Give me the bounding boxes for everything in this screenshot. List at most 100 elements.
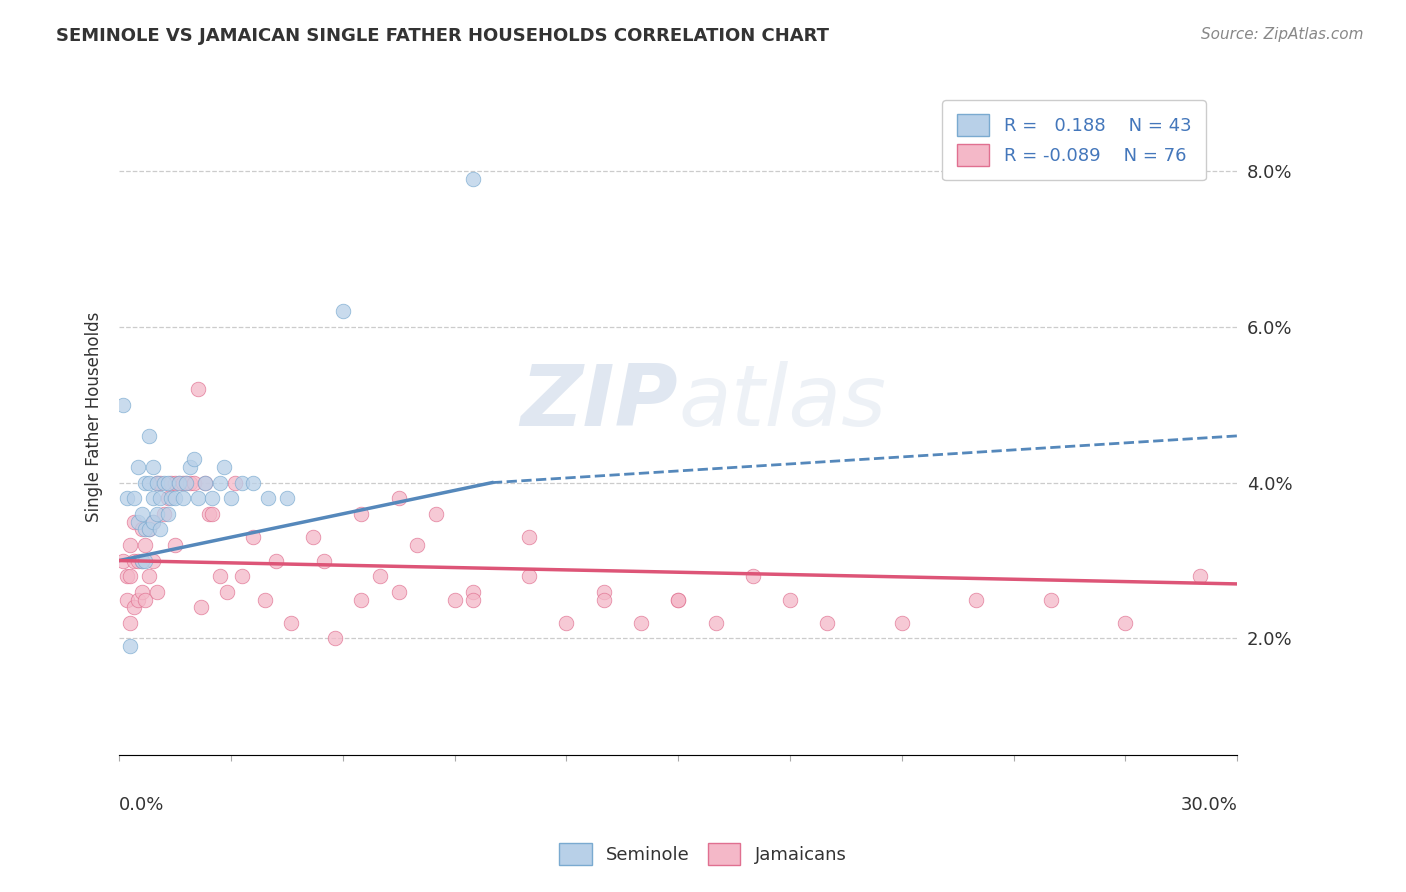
Point bbox=[131, 522, 153, 536]
Point bbox=[197, 507, 219, 521]
Point bbox=[630, 615, 652, 630]
Point bbox=[332, 304, 354, 318]
Point bbox=[242, 530, 264, 544]
Point bbox=[138, 522, 160, 536]
Point bbox=[190, 600, 212, 615]
Point bbox=[122, 600, 145, 615]
Point bbox=[176, 475, 198, 490]
Point bbox=[302, 530, 325, 544]
Point bbox=[142, 460, 165, 475]
Point bbox=[115, 569, 138, 583]
Point bbox=[208, 475, 231, 490]
Point bbox=[160, 491, 183, 506]
Point bbox=[134, 592, 156, 607]
Text: ZIP: ZIP bbox=[520, 361, 678, 444]
Point bbox=[156, 491, 179, 506]
Point bbox=[138, 522, 160, 536]
Point bbox=[1039, 592, 1062, 607]
Point bbox=[156, 507, 179, 521]
Point bbox=[264, 553, 287, 567]
Point bbox=[350, 507, 373, 521]
Point bbox=[167, 475, 190, 490]
Point bbox=[160, 475, 183, 490]
Point bbox=[517, 530, 540, 544]
Point bbox=[779, 592, 801, 607]
Point bbox=[138, 475, 160, 490]
Point bbox=[145, 507, 167, 521]
Point bbox=[194, 475, 217, 490]
Point bbox=[134, 553, 156, 567]
Point bbox=[142, 515, 165, 529]
Point bbox=[138, 429, 160, 443]
Point bbox=[165, 491, 187, 506]
Point bbox=[666, 592, 689, 607]
Point bbox=[165, 475, 187, 490]
Point bbox=[231, 569, 253, 583]
Point bbox=[122, 553, 145, 567]
Text: atlas: atlas bbox=[678, 361, 886, 444]
Point bbox=[120, 640, 142, 654]
Point bbox=[145, 584, 167, 599]
Point bbox=[443, 592, 465, 607]
Point bbox=[965, 592, 987, 607]
Point bbox=[131, 584, 153, 599]
Point bbox=[111, 398, 134, 412]
Point bbox=[592, 584, 614, 599]
Point bbox=[704, 615, 727, 630]
Point bbox=[1188, 569, 1211, 583]
Point bbox=[217, 584, 239, 599]
Point bbox=[142, 491, 165, 506]
Point bbox=[276, 491, 298, 506]
Point bbox=[406, 538, 429, 552]
Point bbox=[186, 382, 208, 396]
Y-axis label: Single Father Households: Single Father Households bbox=[86, 311, 103, 522]
Point bbox=[120, 569, 142, 583]
Point bbox=[517, 569, 540, 583]
Point bbox=[219, 491, 242, 506]
Point bbox=[280, 615, 302, 630]
Point bbox=[1114, 615, 1136, 630]
Point bbox=[111, 553, 134, 567]
Point bbox=[555, 615, 578, 630]
Point bbox=[122, 491, 145, 506]
Point bbox=[179, 460, 201, 475]
Point bbox=[131, 553, 153, 567]
Point bbox=[142, 553, 165, 567]
Point bbox=[115, 491, 138, 506]
Point bbox=[127, 515, 149, 529]
Point bbox=[183, 475, 205, 490]
Text: 0.0%: 0.0% bbox=[120, 796, 165, 814]
Point bbox=[153, 475, 176, 490]
Point bbox=[149, 491, 172, 506]
Point bbox=[176, 475, 198, 490]
Point bbox=[463, 171, 485, 186]
Point bbox=[463, 592, 485, 607]
Point bbox=[666, 592, 689, 607]
Point bbox=[153, 507, 176, 521]
Point bbox=[314, 553, 336, 567]
Point bbox=[149, 475, 172, 490]
Point bbox=[242, 475, 264, 490]
Point bbox=[890, 615, 912, 630]
Point bbox=[165, 538, 187, 552]
Legend: R =   0.188    N = 43, R = -0.089    N = 76: R = 0.188 N = 43, R = -0.089 N = 76 bbox=[942, 100, 1206, 180]
Point bbox=[257, 491, 280, 506]
Point bbox=[325, 632, 347, 646]
Point bbox=[122, 515, 145, 529]
Point bbox=[145, 475, 167, 490]
Point bbox=[201, 491, 224, 506]
Text: Source: ZipAtlas.com: Source: ZipAtlas.com bbox=[1201, 27, 1364, 42]
Point bbox=[142, 515, 165, 529]
Point bbox=[212, 460, 235, 475]
Point bbox=[463, 584, 485, 599]
Point bbox=[120, 615, 142, 630]
Point bbox=[134, 522, 156, 536]
Point bbox=[194, 475, 217, 490]
Point bbox=[156, 475, 179, 490]
Point bbox=[127, 553, 149, 567]
Point bbox=[115, 592, 138, 607]
Point bbox=[425, 507, 447, 521]
Point bbox=[231, 475, 253, 490]
Point bbox=[127, 460, 149, 475]
Point bbox=[134, 538, 156, 552]
